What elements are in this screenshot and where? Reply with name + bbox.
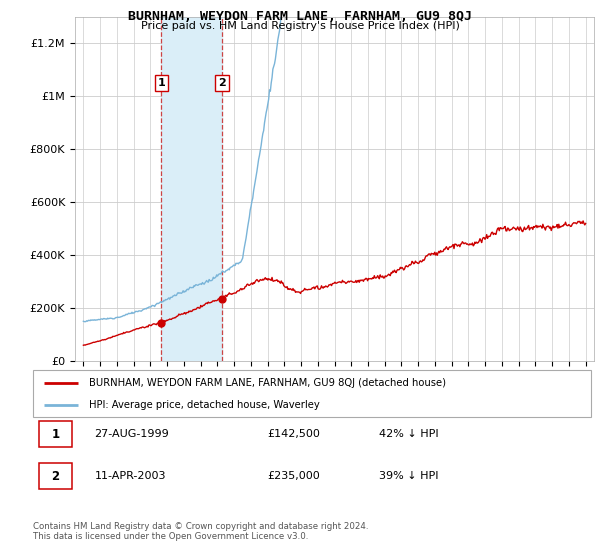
Text: BURNHAM, WEYDON FARM LANE, FARNHAM, GU9 8QJ (detached house): BURNHAM, WEYDON FARM LANE, FARNHAM, GU9 … <box>89 378 446 388</box>
Text: HPI: Average price, detached house, Waverley: HPI: Average price, detached house, Wave… <box>89 400 320 410</box>
Text: Price paid vs. HM Land Registry's House Price Index (HPI): Price paid vs. HM Land Registry's House … <box>140 21 460 31</box>
Text: 1: 1 <box>51 427 59 441</box>
Text: BURNHAM, WEYDON FARM LANE, FARNHAM, GU9 8QJ: BURNHAM, WEYDON FARM LANE, FARNHAM, GU9 … <box>128 10 472 23</box>
Text: Contains HM Land Registry data © Crown copyright and database right 2024.
This d: Contains HM Land Registry data © Crown c… <box>33 522 368 542</box>
Text: £235,000: £235,000 <box>268 471 320 481</box>
Text: 42% ↓ HPI: 42% ↓ HPI <box>379 429 439 439</box>
Text: 2: 2 <box>218 78 226 88</box>
Bar <box>161 17 222 361</box>
Text: 39% ↓ HPI: 39% ↓ HPI <box>379 471 439 481</box>
FancyBboxPatch shape <box>38 421 72 447</box>
Text: 1: 1 <box>157 78 165 88</box>
FancyBboxPatch shape <box>38 463 72 489</box>
Text: 11-APR-2003: 11-APR-2003 <box>94 471 166 481</box>
FancyBboxPatch shape <box>33 370 591 417</box>
Text: £142,500: £142,500 <box>268 429 320 439</box>
Text: 27-AUG-1999: 27-AUG-1999 <box>94 429 169 439</box>
Text: 2: 2 <box>51 469 59 483</box>
